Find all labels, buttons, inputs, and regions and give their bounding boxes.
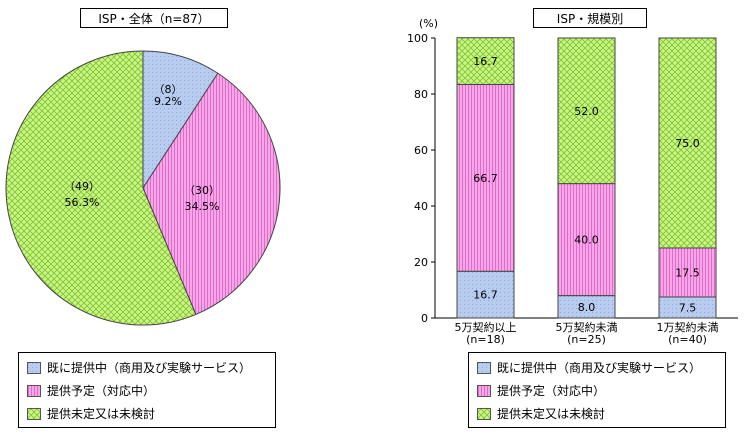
legend-item-planned: 提供予定（対応中）	[477, 384, 605, 398]
legend-swatch-existing	[27, 362, 41, 374]
x-category-n-label: (n=25)	[567, 333, 606, 346]
x-category-n-label: (n=40)	[668, 333, 707, 346]
pie-count-label-undecided: （49）	[64, 180, 100, 193]
bar-legend: 既に提供中（商用及び実験サービス） 提供予定（対応中） 提供未定又は未検討	[468, 352, 726, 428]
legend-swatch-existing	[477, 362, 491, 374]
y-tick-label-100: 100	[407, 32, 428, 45]
pie-chart-title: ISP・全体（n=87）	[80, 8, 228, 28]
legend-swatch-planned	[477, 385, 491, 397]
x-category-label: 5万契約以上	[455, 320, 517, 334]
legend-swatch-planned	[27, 385, 41, 397]
bar-value-label-planned: 66.7	[473, 172, 498, 185]
pie-percent-label-planned: 34.5%	[185, 200, 220, 213]
bar-segment-undecided	[557, 37, 616, 185]
pie-chart: （8）9.2% （30） 34.5% （49） 56.3%	[5, 50, 281, 326]
bar-value-label-planned: 40.0	[574, 234, 599, 247]
bar-segment-planned	[456, 83, 515, 272]
pie-slice-planned	[142, 72, 281, 316]
legend-label-undecided: 提供未定又は未検討	[47, 407, 156, 421]
pie-slice-undecided	[5, 50, 197, 326]
pie-percent-label-existing: 9.2%	[154, 95, 182, 108]
legend-label-existing: 既に提供中（商用及び実験サービス）	[497, 361, 702, 375]
legend-item-undecided: 提供未定又は未検討	[477, 407, 605, 421]
y-axis-unit: (%)	[419, 17, 438, 30]
bar-value-label-planned: 17.5	[675, 267, 700, 280]
pie-count-label-planned: （30）	[184, 184, 220, 197]
y-tick-label-40: 40	[414, 200, 428, 213]
x-category-label: 1万契約未満	[657, 320, 719, 334]
legend-item-existing: 既に提供中（商用及び実験サービス）	[477, 361, 701, 375]
pie-slice-existing	[142, 50, 219, 190]
bar-chart-title: ISP・規模別	[533, 8, 647, 28]
bar-value-label-existing: 7.5	[679, 302, 697, 315]
stacked-bar-chart: (%) 0 20 40 60 80 100 16.7 66.7 16.7 5万契約以上(n=18) 8…	[407, 17, 738, 346]
y-tick-label-80: 80	[414, 88, 428, 101]
bar-segment-undecided	[658, 37, 717, 249]
legend-item-undecided: 提供未定又は未検討	[27, 407, 155, 421]
pie-percent-label-undecided: 56.3%	[65, 196, 100, 209]
y-tick-label-20: 20	[414, 256, 428, 269]
pie-legend: 既に提供中（商用及び実験サービス） 提供予定（対応中） 提供未定又は未検討	[18, 352, 276, 428]
pie-count-label-existing: （8）	[154, 83, 183, 96]
legend-swatch-undecided	[27, 408, 41, 420]
x-category-n-label: (n=18)	[466, 333, 505, 346]
bar-segment-planned	[658, 247, 717, 298]
legend-item-planned: 提供予定（対応中）	[27, 384, 155, 398]
bar-value-label-undecided: 52.0	[574, 105, 599, 118]
legend-label-undecided: 提供未定又は未検討	[497, 407, 606, 421]
legend-label-planned: 提供予定（対応中）	[497, 384, 606, 398]
legend-label-planned: 提供予定（対応中）	[47, 384, 156, 398]
bar-value-label-undecided: 75.0	[675, 137, 700, 150]
y-tick-label-0: 0	[421, 312, 428, 325]
legend-swatch-undecided	[477, 408, 491, 420]
bar-segment-existing	[456, 270, 515, 319]
y-tick-label-60: 60	[414, 144, 428, 157]
bar-value-label-undecided: 16.7	[473, 55, 498, 68]
x-category-label: 5万契約未満	[556, 320, 618, 334]
bar-value-label-existing: 8.0	[578, 301, 596, 314]
bar-value-label-existing: 16.7	[473, 289, 498, 302]
legend-label-existing: 既に提供中（商用及び実験サービス）	[47, 361, 252, 375]
bar-segment-undecided	[456, 37, 515, 85]
legend-item-existing: 既に提供中（商用及び実験サービス）	[27, 361, 251, 375]
